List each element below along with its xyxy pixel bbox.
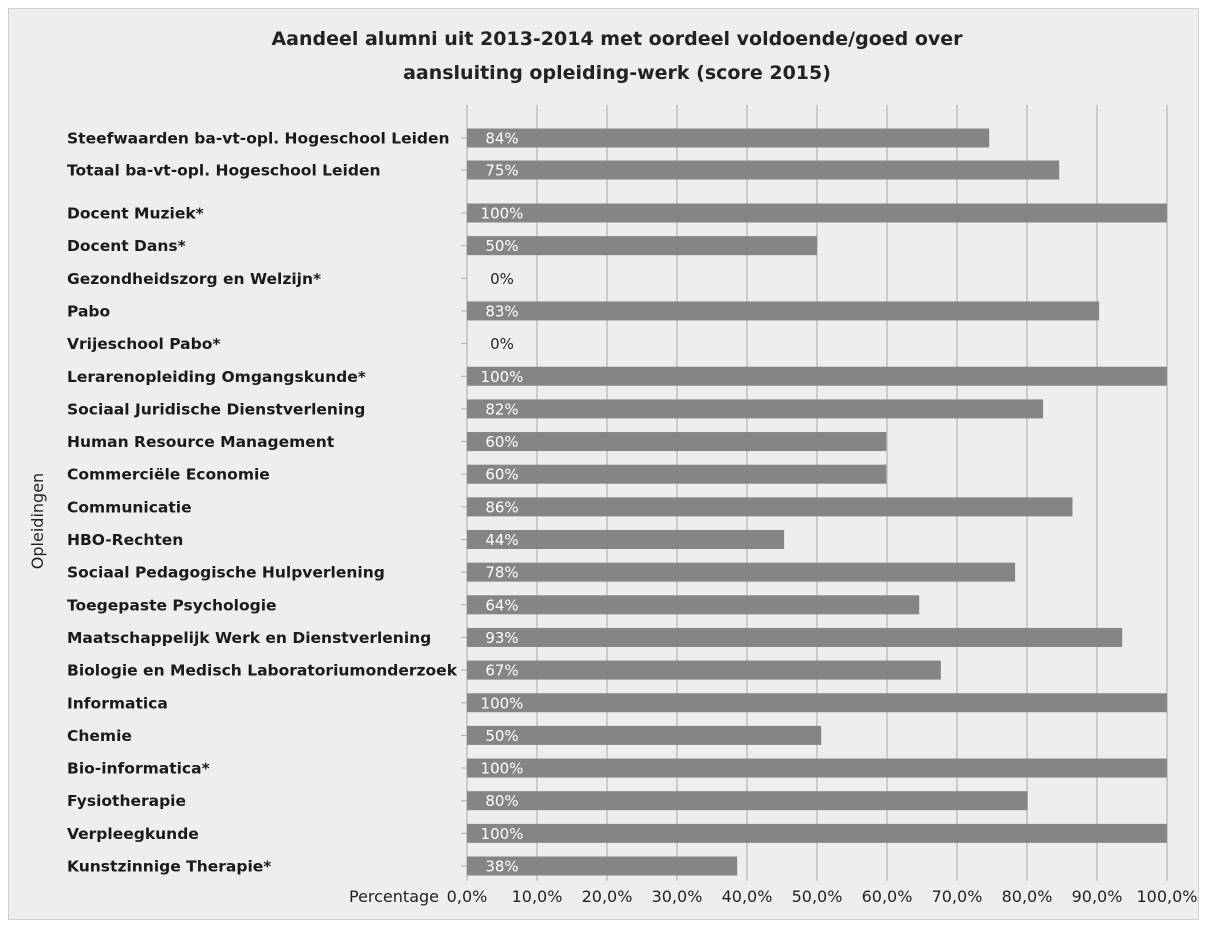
x-tick-label: 0,0% bbox=[447, 887, 488, 906]
category-label: Gezondheidszorg en Welzijn* bbox=[67, 270, 321, 288]
data-label: 75% bbox=[485, 162, 518, 180]
bar bbox=[467, 399, 1044, 419]
bars: 84% 75% 100% 50% 0% 83% 0% 100% 82% 60% 60% 86% 44% 7… bbox=[467, 128, 1167, 876]
bar bbox=[467, 464, 887, 484]
bar bbox=[467, 203, 1167, 223]
category-label: Docent Dans* bbox=[67, 237, 186, 255]
category-label: Pabo bbox=[67, 302, 110, 320]
data-label: 80% bbox=[485, 792, 518, 810]
category-label: Informatica bbox=[67, 694, 168, 712]
bar bbox=[467, 497, 1073, 517]
x-tick-label: 60,0% bbox=[862, 887, 913, 906]
x-axis-title: Percentage bbox=[349, 887, 439, 906]
bar bbox=[467, 660, 941, 680]
bar bbox=[467, 693, 1167, 713]
bar bbox=[467, 627, 1123, 647]
bar bbox=[467, 856, 738, 876]
x-tick-labels: 0,0% 10,0% 20,0% 30,0% 40,0% 50,0% 60,0% 70,0% 8… bbox=[447, 887, 1198, 906]
category-label: Toegepaste Psychologie bbox=[67, 596, 277, 614]
category-label: Kunstzinnige Therapie* bbox=[67, 858, 271, 876]
data-label: 100% bbox=[481, 205, 524, 223]
x-tick-label: 90,0% bbox=[1072, 887, 1123, 906]
chart-title-line-1: Aandeel alumni uit 2013-2014 met oordeel… bbox=[271, 28, 963, 50]
y-axis-title: Opleidingen bbox=[28, 473, 47, 569]
bar-chart: Aandeel alumni uit 2013-2014 met oordeel… bbox=[28, 28, 1198, 906]
x-tick-label: 80,0% bbox=[1002, 887, 1053, 906]
category-label: HBO-Rechten bbox=[67, 531, 183, 549]
category-label: Lerarenopleiding Omgangskunde* bbox=[67, 368, 366, 386]
data-label: 100% bbox=[481, 825, 524, 843]
data-label: 0% bbox=[490, 335, 514, 353]
category-label: Maatschappelijk Werk en Dienstverlening bbox=[67, 629, 431, 647]
bar bbox=[467, 236, 817, 256]
bar bbox=[467, 562, 1016, 582]
category-label: Chemie bbox=[67, 727, 132, 745]
data-label: 84% bbox=[485, 130, 518, 148]
bar bbox=[467, 758, 1167, 778]
data-label: 64% bbox=[485, 596, 518, 614]
bar bbox=[467, 160, 1060, 180]
gridlines bbox=[461, 105, 1168, 881]
data-label: 100% bbox=[481, 368, 524, 386]
category-label: Verpleegkunde bbox=[67, 825, 199, 843]
chart-frame: Aandeel alumni uit 2013-2014 met oordeel… bbox=[8, 8, 1199, 920]
data-label: 60% bbox=[485, 466, 518, 484]
data-label: 38% bbox=[485, 858, 518, 876]
data-label: 50% bbox=[485, 237, 518, 255]
data-label: 100% bbox=[481, 694, 524, 712]
data-label: 50% bbox=[485, 727, 518, 745]
category-label: Vrijeschool Pabo* bbox=[67, 335, 221, 353]
x-tick-label: 70,0% bbox=[932, 887, 983, 906]
category-label: Sociaal Pedagogische Hulpverlening bbox=[67, 564, 385, 582]
x-tick-label: 50,0% bbox=[792, 887, 843, 906]
data-label: 67% bbox=[485, 662, 518, 680]
bar bbox=[467, 791, 1028, 811]
data-label: 100% bbox=[481, 760, 524, 778]
bar bbox=[467, 823, 1167, 843]
chart-title-line-2: aansluiting opleiding-werk (score 2015) bbox=[403, 62, 831, 84]
data-label: 86% bbox=[485, 498, 518, 516]
category-label: Docent Muziek* bbox=[67, 205, 204, 223]
x-tick-label: 40,0% bbox=[722, 887, 773, 906]
category-label: Fysiotherapie bbox=[67, 792, 186, 810]
category-label: Bio-informatica* bbox=[67, 760, 210, 778]
data-label: 44% bbox=[485, 531, 518, 549]
x-tick-label: 100,0% bbox=[1136, 887, 1197, 906]
x-tick-label: 30,0% bbox=[652, 887, 703, 906]
bar bbox=[467, 595, 920, 615]
category-labels: Steefwaarden ba-vt-opl. Hogeschool Leide… bbox=[67, 130, 458, 876]
data-label: 78% bbox=[485, 564, 518, 582]
x-tick-label: 20,0% bbox=[582, 887, 633, 906]
x-tick-label: 10,0% bbox=[512, 887, 563, 906]
category-label: Steefwaarden ba-vt-opl. Hogeschool Leide… bbox=[67, 130, 450, 148]
bar bbox=[467, 725, 822, 745]
data-label: 93% bbox=[485, 629, 518, 647]
bar bbox=[467, 301, 1100, 321]
bar bbox=[467, 366, 1167, 386]
data-label: 82% bbox=[485, 400, 518, 418]
data-label: 83% bbox=[485, 302, 518, 320]
category-label: Human Resource Management bbox=[67, 433, 335, 451]
category-label: Biologie en Medisch Laboratoriumonderzoe… bbox=[67, 662, 458, 680]
bar bbox=[467, 432, 887, 452]
category-label: Totaal ba-vt-opl. Hogeschool Leiden bbox=[67, 162, 381, 180]
data-label: 60% bbox=[485, 433, 518, 451]
category-label: Sociaal Juridische Dienstverlening bbox=[67, 400, 365, 418]
category-label: Communicatie bbox=[67, 498, 192, 516]
bar bbox=[467, 128, 990, 148]
data-label: 0% bbox=[490, 270, 514, 288]
bar bbox=[467, 530, 785, 549]
category-label: Commerciële Economie bbox=[67, 466, 270, 484]
